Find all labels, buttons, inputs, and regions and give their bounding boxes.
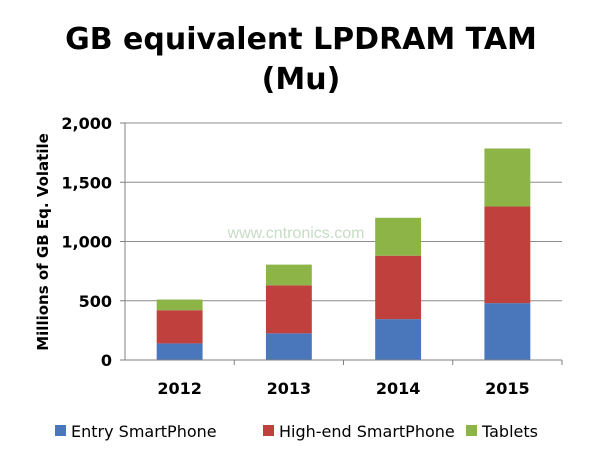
legend-swatch [466,425,477,436]
bar-segment [265,264,312,286]
x-tick-label: 2012 [157,379,202,398]
y-tick-labels: 0 500 1,000 1,500 2,000 [61,114,112,370]
y-tick-label: 0 [101,351,112,370]
legend-label: High-end SmartPhone [279,422,455,441]
bar-segment [156,310,203,344]
x-tick-labels: 2012 2013 2014 2015 [157,379,529,398]
bar-segment [265,333,312,360]
y-tick-label: 2,000 [61,114,112,133]
legend-item: High-end SmartPhone [263,422,455,441]
x-tick-label: 2014 [376,379,421,398]
bar-segment [156,299,203,311]
bars [156,148,531,360]
bar-segment [375,217,422,256]
bar-segment [375,319,422,360]
watermark: www.cntronics.com [227,225,365,242]
legend-swatch [263,425,274,436]
bar-segment [484,148,531,207]
bar-segment [375,255,422,320]
y-tick-label: 500 [79,292,112,311]
legend-item: Tablets [466,422,538,441]
x-tick-label: 2013 [267,379,312,398]
y-tick-label: 1,000 [61,233,112,252]
legend-item: Entry SmartPhone [55,422,217,441]
bar-segment [484,206,531,304]
bar-segment [484,303,531,360]
legend-label: Entry SmartPhone [71,422,217,441]
y-tick-label: 1,500 [61,173,112,192]
x-tick-label: 2015 [485,379,530,398]
chart-title-line1: GB equivalent LPDRAM TAM [65,22,537,57]
bar-segment [265,285,312,334]
legend: Entry SmartPhone High-end SmartPhone Table… [55,422,538,441]
axes [120,122,563,365]
chart-title-line2: (Mu) [262,62,341,97]
legend-label: Tablets [481,422,538,441]
legend-swatch [55,425,66,436]
bar-segment [156,343,203,360]
y-axis-title: Millions of GB Eq. Volatile [34,133,52,351]
